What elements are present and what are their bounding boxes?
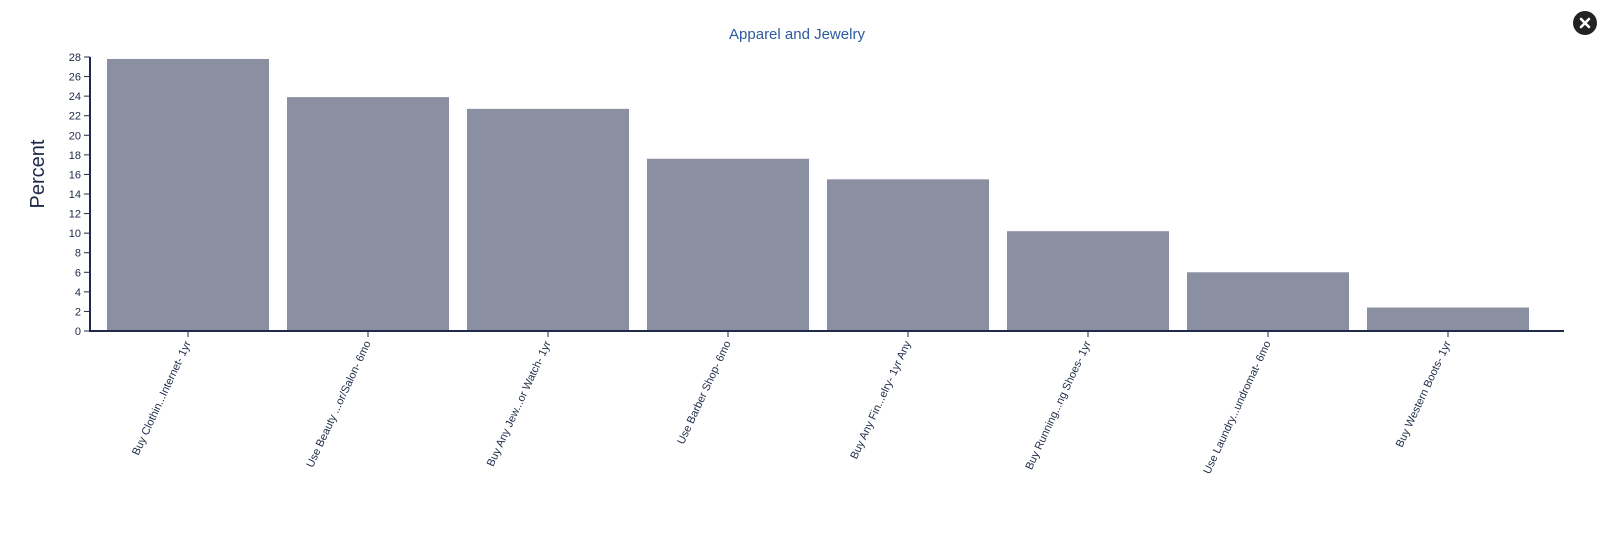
bar — [1367, 307, 1529, 331]
bar — [287, 97, 449, 331]
y-tick-label: 6 — [75, 267, 81, 279]
y-tick-label: 16 — [69, 169, 81, 181]
y-tick-label: 4 — [75, 287, 81, 299]
bar — [1007, 231, 1169, 331]
bar — [827, 179, 989, 331]
y-tick-label: 26 — [69, 72, 81, 84]
x-tick-label: Buy Any Fin...elry- 1yr Any — [848, 339, 914, 461]
x-tick-label: Use Beauty ...or/Salon- 6mo — [304, 339, 373, 469]
x-tick-label: Buy Western Boots- 1yr — [1394, 339, 1454, 449]
y-tick-label: 2 — [75, 306, 81, 318]
y-tick-label: 22 — [69, 111, 81, 123]
y-tick-label: 24 — [69, 91, 81, 103]
x-tick-label: Buy Running...ng Shoes- 1yr — [1023, 339, 1093, 472]
close-icon — [1579, 17, 1591, 29]
bar — [107, 58, 269, 331]
y-tick-label: 18 — [69, 150, 81, 162]
x-axis-ticks: Buy Clothin...Internet- 1yr Use Beauty ..… — [130, 331, 1454, 476]
x-tick-label: Use Barber Shop- 6mo — [675, 339, 733, 446]
bar — [1187, 272, 1349, 331]
bar — [647, 158, 809, 331]
y-tick-label: 20 — [69, 130, 81, 142]
x-tick-label: Use Laundry...undromat- 6mo — [1201, 339, 1273, 476]
y-tick-label: 14 — [69, 189, 81, 201]
y-tick-label: 8 — [75, 248, 81, 260]
y-tick-label: 12 — [69, 209, 81, 221]
y-tick-label: 28 — [69, 52, 81, 64]
bar — [467, 108, 629, 331]
y-axis-label: Percent — [27, 139, 49, 208]
close-button[interactable] — [1573, 11, 1597, 35]
chart-title: Apparel and Jewelry — [729, 26, 865, 43]
x-tick-label: Buy Clothin...Internet- 1yr — [130, 339, 194, 457]
y-tick-label: 0 — [75, 326, 81, 338]
x-tick-label: Buy Any Jew...or Watch- 1yr — [485, 339, 554, 469]
y-tick-label: 10 — [69, 228, 81, 240]
bars-group — [107, 58, 1529, 331]
